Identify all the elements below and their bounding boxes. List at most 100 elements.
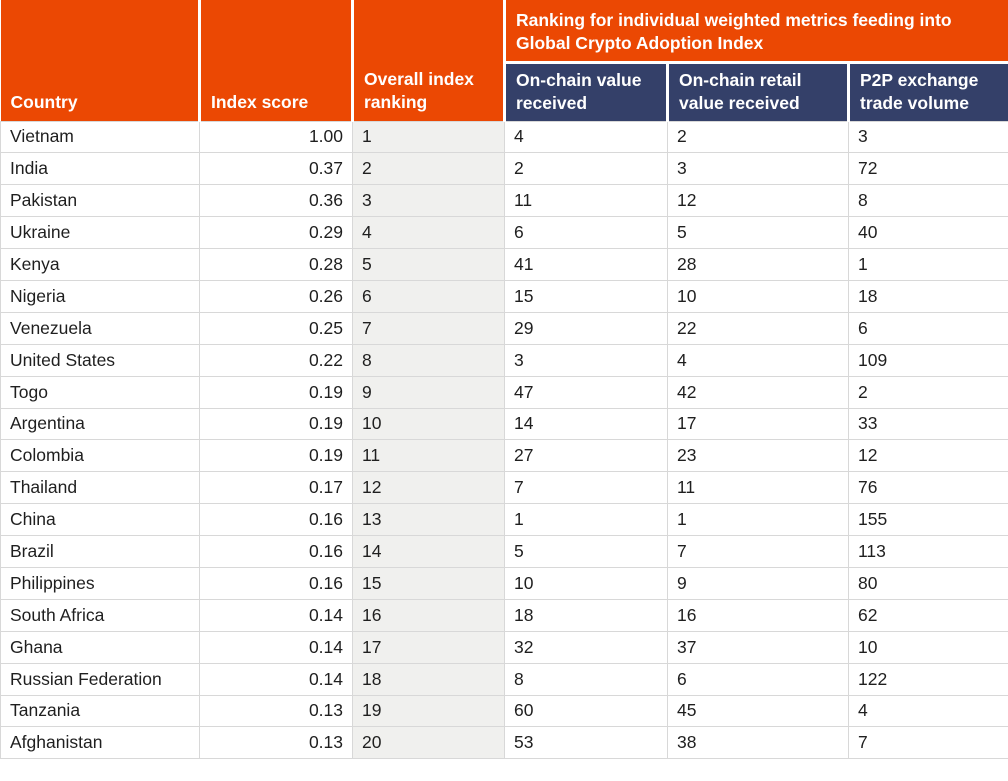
index-score-cell: 0.19 [199, 407, 353, 441]
index-score-cell: 0.37 [199, 152, 353, 186]
overall-ranking-cell: 8 [352, 343, 505, 377]
p2p-volume-cell: 12 [848, 439, 1008, 473]
onchain-value-cell: 47 [504, 375, 668, 409]
country-cell: Thailand [0, 471, 200, 505]
table-row: South Africa 0.14 16 18 16 62 [0, 598, 1008, 632]
onchain-retail-cell: 2 [667, 120, 849, 154]
table-row: Ukraine 0.29 4 6 5 40 [0, 216, 1008, 250]
onchain-retail-cell: 10 [667, 279, 849, 313]
onchain-retail-cell: 4 [667, 343, 849, 377]
onchain-value-cell: 6 [504, 216, 668, 250]
onchain-retail-cell: 45 [667, 694, 849, 728]
column-header-overall-ranking: Overall index ranking [352, 0, 506, 121]
overall-ranking-cell: 17 [352, 630, 505, 664]
p2p-volume-cell: 72 [848, 152, 1008, 186]
onchain-retail-cell: 12 [667, 184, 849, 218]
index-score-cell: 0.16 [199, 503, 353, 537]
onchain-retail-cell: 6 [667, 662, 849, 696]
onchain-retail-cell: 42 [667, 375, 849, 409]
index-score-cell: 0.17 [199, 471, 353, 505]
onchain-retail-cell: 22 [667, 311, 849, 345]
overall-ranking-cell: 5 [352, 248, 505, 281]
table-row: Thailand 0.17 12 7 11 76 [0, 471, 1008, 505]
p2p-volume-cell: 109 [848, 343, 1008, 377]
onchain-value-cell: 14 [504, 407, 668, 441]
country-cell: Afghanistan [0, 726, 200, 760]
overall-ranking-cell: 6 [352, 279, 505, 313]
p2p-volume-cell: 40 [848, 216, 1008, 250]
country-cell: Russian Federation [0, 662, 200, 696]
country-cell: Vietnam [0, 120, 200, 154]
table-row: United States 0.22 8 3 4 109 [0, 343, 1008, 377]
country-cell: Ukraine [0, 216, 200, 250]
onchain-value-cell: 15 [504, 279, 668, 313]
p2p-volume-cell: 6 [848, 311, 1008, 345]
onchain-retail-cell: 9 [667, 566, 849, 600]
country-cell: Philippines [0, 566, 200, 600]
country-cell: Nigeria [0, 279, 200, 313]
index-score-cell: 0.13 [199, 726, 353, 760]
p2p-volume-cell: 18 [848, 279, 1008, 313]
p2p-volume-cell: 2 [848, 375, 1008, 409]
table-row: Philippines 0.16 15 10 9 80 [0, 566, 1008, 600]
country-cell: Ghana [0, 630, 200, 664]
overall-ranking-cell: 11 [352, 439, 505, 473]
table-row: Brazil 0.16 14 5 7 113 [0, 535, 1008, 568]
table-row: Kenya 0.28 5 41 28 1 [0, 248, 1008, 281]
column-header-country: Country [0, 0, 201, 121]
p2p-volume-cell: 62 [848, 598, 1008, 632]
index-score-cell: 0.19 [199, 439, 353, 473]
p2p-volume-cell: 76 [848, 471, 1008, 505]
column-header-onchain-value: On-chain value received [504, 62, 669, 121]
p2p-volume-cell: 122 [848, 662, 1008, 696]
p2p-volume-cell: 3 [848, 120, 1008, 154]
table-row: Russian Federation 0.14 18 8 6 122 [0, 662, 1008, 696]
country-cell: Venezuela [0, 311, 200, 345]
onchain-value-cell: 7 [504, 471, 668, 505]
p2p-volume-cell: 4 [848, 694, 1008, 728]
p2p-volume-cell: 80 [848, 566, 1008, 600]
onchain-retail-cell: 17 [667, 407, 849, 441]
table-row: India 0.37 2 2 3 72 [0, 152, 1008, 186]
overall-ranking-cell: 2 [352, 152, 505, 186]
p2p-volume-cell: 113 [848, 535, 1008, 568]
table-row: Afghanistan 0.13 20 53 38 7 [0, 726, 1008, 760]
onchain-retail-cell: 38 [667, 726, 849, 760]
country-cell: Tanzania [0, 694, 200, 728]
group-header-weighted-metrics: Ranking for individual weighted metrics … [504, 0, 1008, 64]
p2p-volume-cell: 1 [848, 248, 1008, 281]
onchain-value-cell: 5 [504, 535, 668, 568]
country-cell: China [0, 503, 200, 537]
onchain-value-cell: 18 [504, 598, 668, 632]
p2p-volume-cell: 10 [848, 630, 1008, 664]
country-cell: Colombia [0, 439, 200, 473]
index-score-cell: 1.00 [199, 120, 353, 154]
onchain-value-cell: 8 [504, 662, 668, 696]
onchain-retail-cell: 7 [667, 535, 849, 568]
table-row: Pakistan 0.36 3 11 12 8 [0, 184, 1008, 218]
column-header-p2p-volume: P2P exchange trade volume [848, 62, 1008, 121]
index-score-cell: 0.13 [199, 694, 353, 728]
onchain-value-cell: 11 [504, 184, 668, 218]
onchain-retail-cell: 23 [667, 439, 849, 473]
index-score-cell: 0.28 [199, 248, 353, 281]
onchain-value-cell: 41 [504, 248, 668, 281]
p2p-volume-cell: 33 [848, 407, 1008, 441]
onchain-value-cell: 29 [504, 311, 668, 345]
overall-ranking-cell: 16 [352, 598, 505, 632]
overall-ranking-cell: 19 [352, 694, 505, 728]
p2p-volume-cell: 155 [848, 503, 1008, 537]
onchain-value-cell: 1 [504, 503, 668, 537]
onchain-value-cell: 2 [504, 152, 668, 186]
onchain-retail-cell: 3 [667, 152, 849, 186]
table-header: Country Index score Overall index rankin… [0, 0, 1008, 121]
onchain-retail-cell: 11 [667, 471, 849, 505]
country-cell: United States [0, 343, 200, 377]
country-cell: Togo [0, 375, 200, 409]
onchain-retail-cell: 37 [667, 630, 849, 664]
index-score-cell: 0.29 [199, 216, 353, 250]
p2p-volume-cell: 8 [848, 184, 1008, 218]
table-row: Ghana 0.14 17 32 37 10 [0, 630, 1008, 664]
table-row: Vietnam 1.00 1 4 2 3 [0, 120, 1008, 154]
